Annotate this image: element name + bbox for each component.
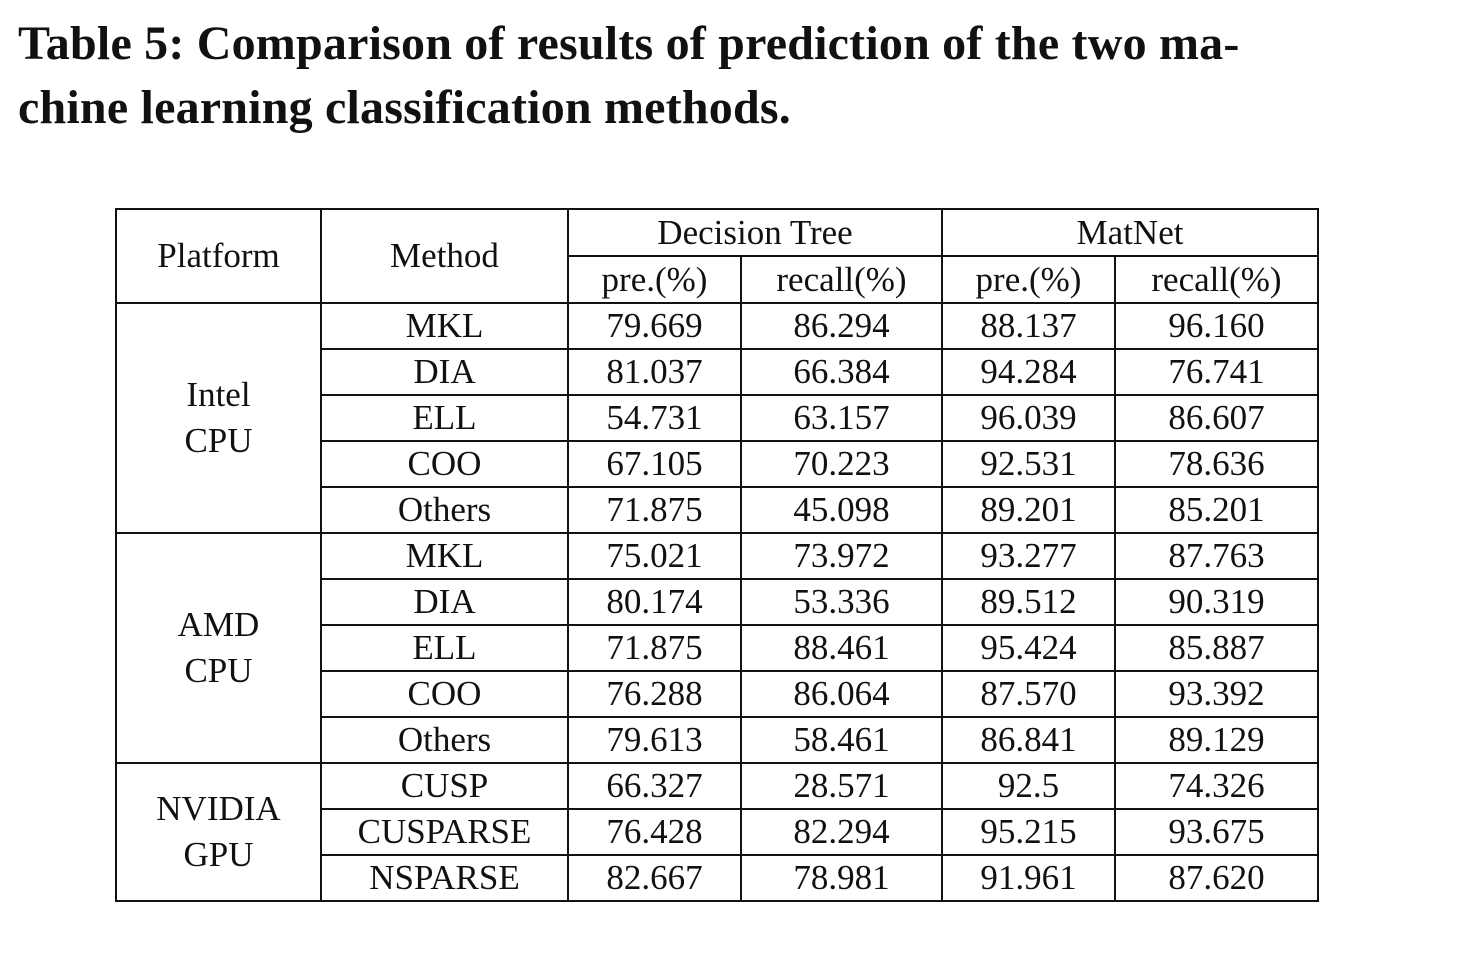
method-cell: MKL	[320, 532, 569, 580]
table-row: COO 76.288 86.064 87.570 93.392	[116, 670, 1320, 718]
table-row: CUSPARSE 76.428 82.294 95.215 93.675	[116, 808, 1320, 856]
table-row: Intel CPU MKL 79.669 86.294 88.137 96.16…	[115, 302, 1320, 534]
method-cell: MKL	[320, 302, 569, 350]
mn-recall-cell: 78.636	[1113, 440, 1320, 488]
header-mn-precision: pre.(%)	[941, 255, 1116, 304]
platform-name-line: Intel	[186, 375, 251, 414]
dt-recall-cell: 58.461	[740, 716, 943, 764]
dt-precision-cell: 71.875	[567, 624, 742, 672]
dt-precision-cell: 75.021	[567, 532, 742, 580]
method-cell: CUSPARSE	[320, 808, 569, 856]
mn-recall-cell: 90.319	[1113, 578, 1320, 626]
mn-recall-cell: 87.620	[1113, 854, 1320, 902]
method-cell: COO	[320, 670, 569, 718]
mn-recall-cell: 86.607	[1113, 394, 1320, 442]
method-cell: CUSP	[320, 762, 569, 810]
dt-precision-cell: 71.875	[567, 486, 742, 534]
platform-name-line: CPU	[184, 651, 253, 690]
dt-recall-cell: 45.098	[740, 486, 943, 534]
dt-recall-cell: 66.384	[740, 348, 943, 396]
platform-name-line: NVIDIA	[156, 789, 281, 828]
dt-recall-cell: 70.223	[740, 440, 943, 488]
dt-recall-cell: 86.064	[740, 670, 943, 718]
dt-recall-cell: 82.294	[740, 808, 943, 856]
dt-recall-cell: 28.571	[740, 762, 943, 810]
dt-precision-cell: 76.428	[567, 808, 742, 856]
dt-recall-cell: 88.461	[740, 624, 943, 672]
mn-precision-cell: 86.841	[941, 716, 1116, 764]
header-decision-tree: Decision Tree	[567, 208, 943, 257]
method-cell: ELL	[320, 624, 569, 672]
mn-recall-cell: 87.763	[1113, 532, 1320, 580]
mn-precision-cell: 89.512	[941, 578, 1116, 626]
dt-recall-cell: 73.972	[740, 532, 943, 580]
mn-precision-cell: 91.961	[941, 854, 1116, 902]
method-cell: NSPARSE	[320, 854, 569, 902]
header-matnet: MatNet	[940, 208, 1320, 257]
mn-precision-cell: 93.277	[941, 532, 1116, 580]
mn-recall-cell: 85.887	[1113, 624, 1320, 672]
table-row: ELL 71.875 88.461 95.424 85.887	[116, 624, 1320, 672]
table-row: NSPARSE 82.667 78.981 91.961 87.620	[116, 854, 1320, 902]
platform-cell-intel: Intel CPU	[115, 302, 322, 534]
platform-cell-amd: AMD CPU	[115, 532, 322, 764]
dt-precision-cell: 79.613	[567, 716, 742, 764]
dt-recall-cell: 63.157	[740, 394, 943, 442]
table-row: Others 71.875 45.098 89.201 85.201	[116, 486, 1320, 534]
mn-recall-cell: 93.675	[1113, 808, 1320, 856]
dt-precision-cell: 66.327	[567, 762, 742, 810]
header-dt-precision: pre.(%)	[567, 255, 742, 304]
caption-line-1: Table 5: Comparison of results of predic…	[18, 17, 1240, 70]
method-cell: ELL	[320, 394, 569, 442]
dt-precision-cell: 79.669	[567, 302, 742, 350]
table-row: AMD CPU MKL 75.021 73.972 93.277 87.763	[115, 532, 1320, 764]
results-table: Platform Method Decision Tree MatNet pre…	[115, 208, 1320, 902]
mn-precision-cell: 88.137	[941, 302, 1116, 350]
dt-precision-cell: 82.667	[567, 854, 742, 902]
dt-precision-cell: 81.037	[567, 348, 742, 396]
platform-name-line: GPU	[183, 835, 254, 874]
mn-precision-cell: 96.039	[941, 394, 1116, 442]
header-dt-recall: recall(%)	[740, 255, 943, 304]
table-row: NVIDIA GPU CUSP 66.327 28.571 92.5 74.32…	[115, 762, 1320, 902]
dt-recall-cell: 78.981	[740, 854, 943, 902]
method-cell: DIA	[320, 578, 569, 626]
method-cell: Others	[320, 716, 569, 764]
table-row: Others 79.613 58.461 86.841 89.129	[116, 716, 1320, 764]
header-method: Method	[320, 208, 569, 304]
dt-recall-cell: 86.294	[740, 302, 943, 350]
platform-name-line: AMD	[177, 605, 260, 644]
dt-recall-cell: 53.336	[740, 578, 943, 626]
dt-precision-cell: 80.174	[567, 578, 742, 626]
mn-precision-cell: 94.284	[941, 348, 1116, 396]
table-caption: Table 5: Comparison of results of predic…	[18, 12, 1438, 140]
dt-precision-cell: 76.288	[567, 670, 742, 718]
mn-precision-cell: 95.424	[941, 624, 1116, 672]
mn-recall-cell: 85.201	[1113, 486, 1320, 534]
mn-recall-cell: 74.326	[1113, 762, 1320, 810]
method-cell: Others	[320, 486, 569, 534]
mn-recall-cell: 89.129	[1113, 716, 1320, 764]
header-platform: Platform	[115, 208, 322, 304]
mn-precision-cell: 87.570	[941, 670, 1116, 718]
mn-precision-cell: 95.215	[941, 808, 1116, 856]
mn-precision-cell: 89.201	[941, 486, 1116, 534]
platform-cell-nvidia: NVIDIA GPU	[115, 762, 322, 902]
table-row: COO 67.105 70.223 92.531 78.636	[116, 440, 1320, 488]
table-row: DIA 80.174 53.336 89.512 90.319	[116, 578, 1320, 626]
caption-line-2: chine learning classification methods.	[18, 81, 791, 134]
mn-recall-cell: 96.160	[1113, 302, 1320, 350]
header-mn-recall: recall(%)	[1113, 255, 1320, 304]
mn-precision-cell: 92.531	[941, 440, 1116, 488]
method-cell: DIA	[320, 348, 569, 396]
method-cell: COO	[320, 440, 569, 488]
mn-recall-cell: 76.741	[1113, 348, 1320, 396]
platform-name-line: CPU	[184, 421, 253, 460]
table-row: ELL 54.731 63.157 96.039 86.607	[116, 394, 1320, 442]
dt-precision-cell: 67.105	[567, 440, 742, 488]
mn-recall-cell: 93.392	[1113, 670, 1320, 718]
table-row: DIA 81.037 66.384 94.284 76.741	[116, 348, 1320, 396]
mn-precision-cell: 92.5	[941, 762, 1116, 810]
dt-precision-cell: 54.731	[567, 394, 742, 442]
